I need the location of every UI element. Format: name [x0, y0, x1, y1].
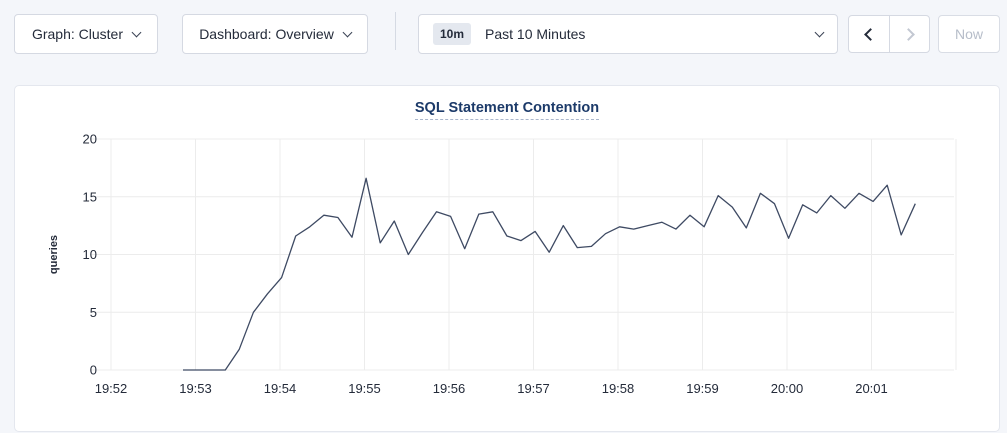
- graph-dropdown[interactable]: Graph: Cluster: [14, 14, 158, 54]
- svg-text:0: 0: [90, 363, 97, 378]
- time-range-label: Past 10 Minutes: [485, 26, 586, 42]
- svg-text:20:00: 20:00: [771, 381, 804, 396]
- chevron-down-icon: [131, 27, 142, 38]
- dashboard-dropdown[interactable]: Dashboard: Overview: [182, 14, 368, 54]
- svg-text:19:57: 19:57: [517, 381, 550, 396]
- next-range-button[interactable]: [889, 16, 929, 52]
- time-range-pager: [848, 15, 930, 53]
- chart-panel: 0 5 10 15 20 19:52 19:53 19:54 19:55 19:56 19:57 19…: [14, 85, 1000, 432]
- svg-text:queries: queries: [48, 235, 60, 274]
- svg-text:20:01: 20:01: [855, 381, 888, 396]
- svg-text:19:56: 19:56: [433, 381, 466, 396]
- svg-text:15: 15: [83, 189, 97, 204]
- svg-text:19:53: 19:53: [179, 381, 212, 396]
- graph-dropdown-label: Graph: Cluster: [31, 26, 124, 42]
- now-button[interactable]: Now: [938, 15, 1000, 53]
- chart-title[interactable]: SQL Statement Contention: [414, 100, 600, 120]
- chevron-right-icon: [901, 27, 915, 41]
- svg-text:20: 20: [83, 132, 97, 147]
- svg-text:19:54: 19:54: [264, 381, 297, 396]
- svg-text:19:52: 19:52: [95, 381, 128, 396]
- time-range-dropdown[interactable]: 10m Past 10 Minutes: [418, 14, 838, 54]
- chart-title-row: SQL Statement Contention: [15, 99, 999, 121]
- svg-text:5: 5: [90, 305, 97, 320]
- time-range-badge: 10m: [433, 23, 472, 45]
- toolbar-divider: [395, 12, 396, 50]
- chevron-down-icon: [814, 27, 825, 38]
- svg-text:10: 10: [83, 247, 97, 262]
- sql-contention-chart[interactable]: 0 5 10 15 20 19:52 19:53 19:54 19:55 19:56 19:57 19…: [15, 86, 1001, 433]
- chevron-down-icon: [342, 27, 353, 38]
- svg-text:19:55: 19:55: [348, 381, 381, 396]
- prev-range-button[interactable]: [849, 16, 889, 52]
- dashboard-dropdown-label: Dashboard: Overview: [199, 26, 334, 42]
- svg-text:19:59: 19:59: [686, 381, 719, 396]
- svg-text:19:58: 19:58: [602, 381, 635, 396]
- chevron-left-icon: [864, 27, 877, 41]
